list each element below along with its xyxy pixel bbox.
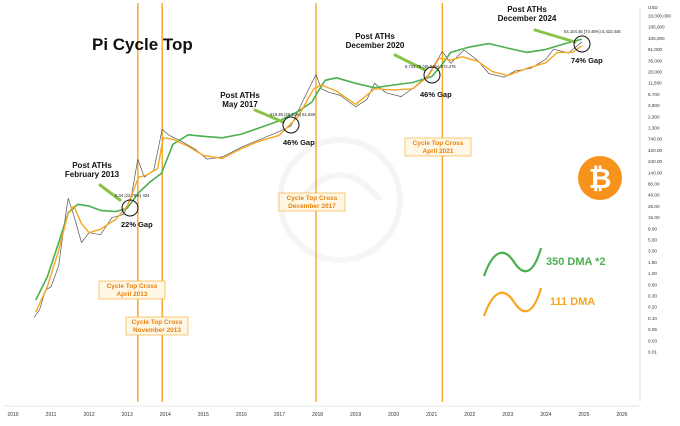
y-tick-label: 0.60 bbox=[648, 282, 657, 287]
y-axis-unit: USD bbox=[648, 5, 658, 10]
gap-label: 22% Gap bbox=[121, 220, 153, 229]
annotation-title: February 2013 bbox=[65, 170, 120, 179]
y-tick-label: 1.00 bbox=[648, 271, 657, 276]
y-tick-label: 105,000 bbox=[648, 36, 665, 41]
x-tick-label: 2023 bbox=[502, 412, 513, 418]
series-line-price bbox=[33, 41, 583, 318]
y-tick-label: 240.00 bbox=[648, 159, 662, 164]
annotation-title: December 2020 bbox=[346, 41, 405, 50]
annotation-title: Post ATHs bbox=[72, 161, 112, 170]
x-tick-label: 2015 bbox=[198, 412, 209, 418]
x-tick-label: 2012 bbox=[84, 412, 95, 418]
gap-marker-circle bbox=[282, 116, 300, 134]
annotation-value: 54,104.46 (74.46%) 5,410,446 bbox=[564, 29, 621, 34]
x-tick-label: 2026 bbox=[616, 412, 627, 418]
legend-swatch-111dma bbox=[482, 287, 543, 317]
annotation-arrow bbox=[98, 183, 122, 202]
cycle-top-cross-label: April 2021 bbox=[422, 148, 453, 155]
x-tick-label: 2010 bbox=[7, 412, 18, 418]
cycle-top-cross-label: Cycle Top Cross bbox=[107, 283, 158, 290]
y-tick-label: 0.20 bbox=[648, 305, 657, 310]
legend-label-111dma: 111 DMA bbox=[550, 296, 595, 308]
x-tick-label: 2011 bbox=[46, 412, 57, 418]
annotation-arrow bbox=[253, 108, 285, 124]
y-tick-label: 10,000,000 bbox=[648, 14, 671, 19]
x-tick-label: 2024 bbox=[540, 412, 551, 418]
y-tick-label: 6,700 bbox=[648, 92, 660, 97]
annotation-value: 519.38 (46.34%) 51,638 bbox=[270, 112, 316, 117]
y-tick-label: 140.00 bbox=[648, 170, 662, 175]
cycle-top-cross-label: April 2013 bbox=[116, 291, 147, 298]
y-tick-label: 420.00 bbox=[648, 148, 662, 153]
bitcoin-icon: ₿ bbox=[578, 156, 622, 200]
y-tick-label: 3,900 bbox=[648, 103, 660, 108]
gap-marker-circle bbox=[423, 66, 441, 84]
y-tick-label: 0.01 bbox=[648, 350, 657, 355]
gap-marker-circle bbox=[573, 35, 591, 53]
cycle-top-cross-label: Cycle Top Cross bbox=[413, 140, 464, 147]
x-tick-label: 2016 bbox=[236, 412, 247, 418]
chart-title: Pi Cycle Top bbox=[92, 35, 193, 54]
y-tick-label: 0.30 bbox=[648, 294, 657, 299]
legend: 350 DMA *2 111 DMA bbox=[482, 247, 606, 317]
y-tick-label: 20,000 bbox=[648, 70, 662, 75]
y-tick-label: 185,000 bbox=[648, 25, 665, 30]
y-tick-label: 0.03 bbox=[648, 338, 657, 343]
x-tick-label: 2013 bbox=[122, 412, 133, 418]
y-tick-label: 35,000 bbox=[648, 58, 662, 63]
annotation-title: Post ATHs bbox=[220, 91, 260, 100]
x-tick-label: 2019 bbox=[350, 412, 361, 418]
y-tick-label: 26.00 bbox=[648, 204, 660, 209]
annotation-value: 6.34 (22.76%) 434 bbox=[115, 193, 150, 198]
cycle-top-cross-box bbox=[125, 316, 189, 336]
y-tick-label: 80.00 bbox=[648, 182, 660, 187]
x-tick-label: 2022 bbox=[464, 412, 475, 418]
x-tick-label: 2018 bbox=[312, 412, 323, 418]
cycle-top-cross-label: December 2017 bbox=[288, 203, 336, 210]
gap-label: 46% Gap bbox=[283, 138, 315, 147]
cycle-top-cross-label: November 2013 bbox=[133, 327, 181, 334]
y-tick-label: 9.00 bbox=[648, 226, 657, 231]
y-tick-label: 1,300 bbox=[648, 126, 660, 131]
x-tick-label: 2014 bbox=[160, 412, 171, 418]
annotation-title: May 2017 bbox=[222, 100, 258, 109]
legend-label-350dma: 350 DMA *2 bbox=[546, 256, 606, 268]
cycle-top-cross-label: Cycle Top Cross bbox=[287, 195, 338, 202]
x-tick-label: 2021 bbox=[426, 412, 437, 418]
annotation-arrow bbox=[533, 28, 577, 44]
y-tick-label: 61,000 bbox=[648, 47, 662, 52]
gap-marker-circle bbox=[121, 199, 139, 217]
y-tick-label: 1.80 bbox=[648, 260, 657, 265]
annotation-title: Post ATHs bbox=[507, 5, 547, 14]
gap-label: 46% Gap bbox=[420, 90, 452, 99]
x-tick-label: 2017 bbox=[274, 412, 285, 418]
svg-text:₿: ₿ bbox=[589, 163, 612, 194]
x-tick-label: 2025 bbox=[578, 412, 589, 418]
series-line-111-dma bbox=[35, 45, 583, 313]
x-tick-label: 2020 bbox=[388, 412, 399, 418]
gap-label: 74% Gap bbox=[571, 56, 603, 65]
y-tick-label: 15.00 bbox=[648, 215, 660, 220]
y-tick-label: 3.00 bbox=[648, 249, 657, 254]
y-tick-label: 5.00 bbox=[648, 238, 657, 243]
y-tick-label: 11,500 bbox=[648, 81, 662, 86]
y-tick-label: 0.06 bbox=[648, 327, 657, 332]
annotation-value: 6,724.76 (46.34%) 672,476 bbox=[405, 64, 456, 69]
y-tick-label: 46.00 bbox=[648, 193, 660, 198]
cycle-top-cross-box bbox=[278, 192, 346, 212]
y-tick-label: 740.00 bbox=[648, 137, 662, 142]
cycle-top-cross-label: Cycle Top Cross bbox=[132, 319, 183, 326]
legend-swatch-350dma bbox=[482, 247, 543, 277]
cycle-top-cross-box bbox=[98, 280, 166, 300]
series-line-350-dma-2 bbox=[35, 38, 583, 301]
cycle-top-cross-box bbox=[404, 137, 472, 157]
annotation-title: Post ATHs bbox=[355, 32, 395, 41]
y-tick-label: 0.10 bbox=[648, 316, 657, 321]
y-tick-label: 2,300 bbox=[648, 114, 660, 119]
annotation-arrow bbox=[393, 53, 427, 72]
annotation-title: December 2024 bbox=[498, 14, 557, 23]
